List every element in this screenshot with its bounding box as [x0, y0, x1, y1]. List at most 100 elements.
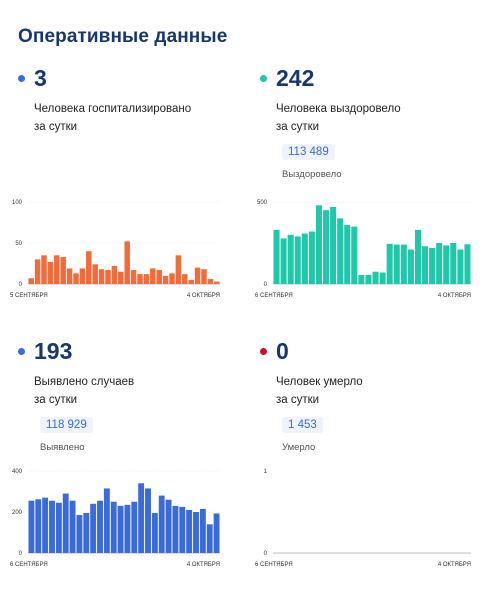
bar[interactable] [436, 243, 443, 284]
bar[interactable] [73, 273, 79, 284]
bar[interactable] [35, 499, 42, 553]
y-tick-label: 200 [12, 510, 23, 516]
bar[interactable] [69, 500, 76, 553]
bar[interactable] [55, 502, 62, 553]
bar[interactable] [145, 488, 151, 553]
stat-value: 0 [276, 338, 289, 364]
bullet-dot-icon [260, 348, 267, 355]
bar[interactable] [365, 274, 372, 284]
bar[interactable] [47, 261, 54, 284]
bullet-dot-icon [18, 348, 25, 355]
bar[interactable] [92, 264, 98, 284]
bar[interactable] [294, 236, 301, 284]
bar[interactable] [213, 513, 220, 553]
bar[interactable] [138, 483, 145, 553]
bar[interactable] [386, 243, 393, 284]
bar[interactable] [207, 279, 214, 284]
bar[interactable] [400, 244, 407, 284]
bar[interactable] [172, 505, 179, 553]
bar[interactable] [421, 246, 429, 284]
bar[interactable] [165, 499, 172, 553]
bar[interactable] [358, 274, 365, 284]
bar[interactable] [414, 229, 422, 284]
bar[interactable] [315, 205, 323, 284]
bar[interactable] [372, 271, 379, 284]
bar[interactable] [186, 509, 193, 553]
bar[interactable] [111, 265, 118, 284]
total-count-label: Умерло [282, 442, 316, 453]
bar[interactable] [194, 267, 201, 284]
bar[interactable] [308, 231, 315, 284]
bar[interactable] [76, 515, 83, 553]
bar[interactable] [79, 268, 86, 284]
y-tick-label: 0 [19, 551, 23, 557]
bar[interactable] [60, 256, 66, 284]
bar[interactable] [66, 268, 73, 284]
total-count-badge: 113 489 [282, 144, 335, 160]
bar[interactable] [90, 503, 97, 553]
bar[interactable] [143, 274, 150, 284]
bar[interactable] [110, 501, 117, 553]
bar[interactable] [83, 513, 90, 553]
bar[interactable] [131, 501, 138, 553]
bar[interactable] [105, 270, 111, 284]
stat-description-line: Человек умерло [276, 376, 363, 388]
bar[interactable] [337, 218, 344, 284]
bar[interactable] [182, 274, 188, 284]
bar[interactable] [97, 500, 103, 553]
bar[interactable] [188, 279, 194, 284]
bar[interactable] [214, 281, 220, 284]
bar[interactable] [86, 251, 92, 284]
stat-description: Человек умерло за сутки [276, 373, 466, 409]
bar[interactable] [28, 500, 35, 553]
bar[interactable] [118, 271, 124, 284]
stat-description-line: за сутки [276, 121, 320, 133]
x-axis-start-label: 6 СЕНТЯБРЯ [10, 562, 48, 568]
bar[interactable] [407, 249, 414, 284]
bar[interactable] [130, 270, 137, 284]
bar[interactable] [42, 497, 49, 553]
bar[interactable] [103, 488, 110, 553]
bar[interactable] [150, 268, 156, 284]
bar[interactable] [117, 505, 124, 553]
bar[interactable] [393, 244, 400, 284]
bar[interactable] [179, 506, 186, 553]
bar[interactable] [124, 504, 131, 553]
x-axis-end-label: 4 ОКТЯБРЯ [438, 562, 471, 568]
bar[interactable] [330, 206, 337, 284]
bar[interactable] [301, 233, 308, 284]
bar[interactable] [98, 269, 105, 284]
bar[interactable] [49, 500, 55, 553]
bar[interactable] [156, 270, 162, 284]
bar[interactable] [457, 249, 464, 284]
bar[interactable] [351, 226, 358, 284]
bar[interactable] [201, 269, 207, 284]
bar[interactable] [273, 229, 280, 284]
bar[interactable] [124, 241, 130, 284]
stat-description-line: Выявлено случаев [34, 376, 135, 388]
bar[interactable] [158, 495, 165, 553]
bar[interactable] [464, 244, 471, 284]
bar[interactable] [54, 255, 60, 284]
bar-chart-recovered: 0 500 6 СЕНТЯБРЯ 4 ОКТЯБРЯ [255, 200, 471, 299]
bar[interactable] [162, 275, 169, 284]
bar[interactable] [443, 245, 450, 284]
bar[interactable] [41, 255, 47, 284]
bar[interactable] [137, 274, 143, 284]
bar[interactable] [34, 259, 41, 284]
bar[interactable] [322, 210, 330, 284]
bar[interactable] [379, 272, 386, 284]
bar[interactable] [280, 238, 287, 284]
bar[interactable] [62, 493, 69, 553]
bar[interactable] [344, 224, 351, 284]
bar[interactable] [287, 234, 294, 284]
bar[interactable] [28, 278, 34, 284]
bar[interactable] [175, 255, 182, 284]
bar[interactable] [199, 508, 206, 553]
bar[interactable] [429, 247, 436, 284]
bar[interactable] [169, 273, 175, 284]
bar[interactable] [193, 512, 199, 553]
bar[interactable] [206, 524, 213, 553]
bar[interactable] [151, 513, 158, 553]
bar[interactable] [450, 243, 457, 284]
